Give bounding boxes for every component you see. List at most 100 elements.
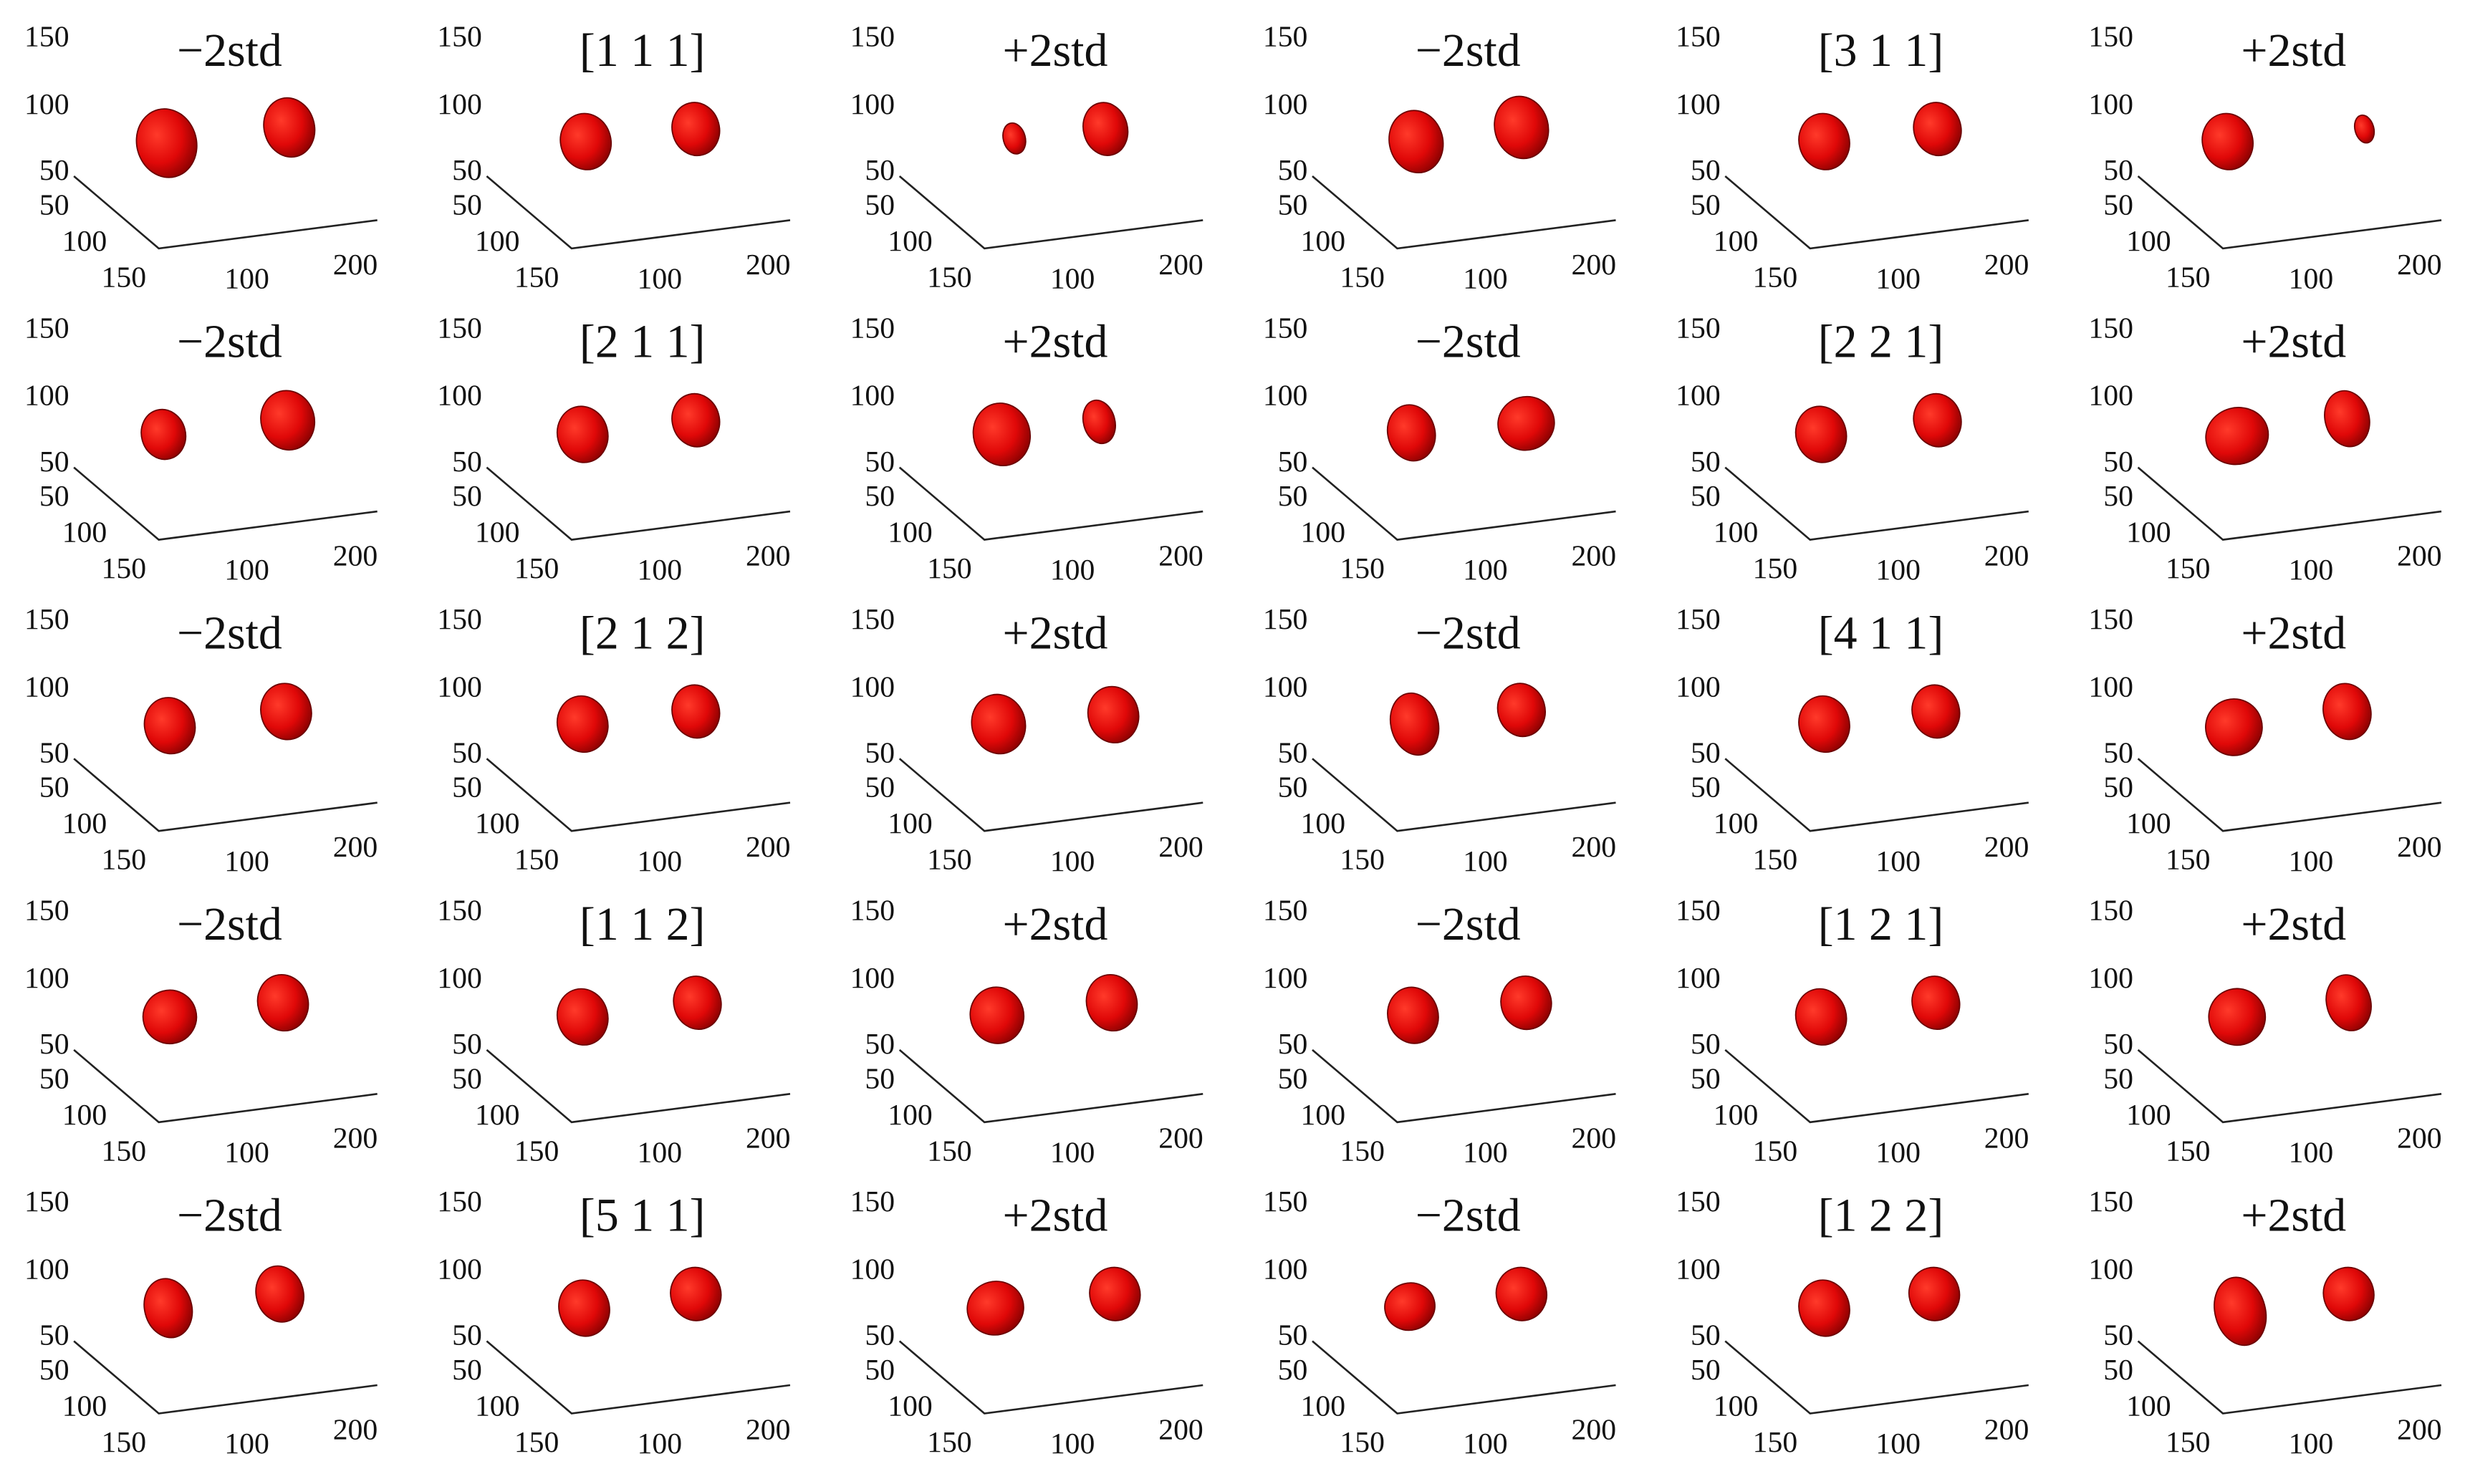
surface-blob: [2324, 390, 2370, 448]
y-tick-label: 50: [1691, 1354, 1721, 1387]
z-tick-label: 150: [2088, 1185, 2133, 1218]
axis-line: [1312, 758, 1616, 832]
surface-blob: [1089, 1266, 1141, 1321]
z-tick-label: 150: [850, 1185, 895, 1218]
z-tick-label: 150: [1263, 312, 1308, 344]
panel-title: −2std: [1416, 607, 1521, 659]
x-tick-label: 100: [1050, 554, 1095, 587]
z-tick-label: 150: [850, 603, 895, 636]
surface-blob: [1500, 975, 1552, 1031]
y-tick-label: 50: [39, 1354, 69, 1387]
z-tick-label: 50: [865, 736, 895, 769]
z-tick-label: 100: [850, 962, 895, 995]
x-tick-label: 100: [1050, 1137, 1095, 1170]
x-tick-label: 100: [2289, 845, 2334, 878]
y-tick-label: 50: [865, 1354, 895, 1387]
panel-title: +2std: [1003, 24, 1108, 77]
surface-blob: [556, 695, 609, 753]
panel-title: [2 1 1]: [580, 316, 706, 368]
axis-line: [486, 175, 791, 250]
axis-line: [2137, 758, 2442, 832]
x-tick-label: 200: [1158, 831, 1203, 864]
axis-line: [898, 466, 1203, 541]
surface-blob: [1386, 404, 1436, 462]
z-tick-label: 50: [452, 1028, 482, 1061]
panel-title: [1 2 1]: [1818, 898, 1944, 950]
x-tick-label: 200: [333, 1122, 378, 1155]
axis-line: [73, 175, 378, 250]
surface-blob: [1082, 102, 1129, 156]
z-tick-label: 50: [39, 445, 69, 478]
z-tick-label: 100: [850, 88, 895, 121]
x-tick-label: 100: [1050, 845, 1095, 878]
axis-line: [2137, 1340, 2442, 1415]
surface-blob: [143, 697, 196, 755]
z-tick-label: 100: [1263, 1253, 1308, 1286]
z-tick-label: 50: [865, 445, 895, 478]
x-tick-label: 100: [2289, 554, 2334, 587]
y-tick-label: 150: [514, 261, 559, 294]
z-tick-label: 50: [2103, 445, 2133, 478]
surface-blob: [969, 986, 1025, 1044]
x-tick-label: 200: [333, 539, 378, 572]
x-tick-label: 100: [638, 1137, 683, 1170]
y-tick-label: 100: [1714, 516, 1759, 549]
surface-blob: [260, 683, 312, 741]
z-tick-label: 100: [24, 1253, 69, 1286]
z-tick-label: 100: [1676, 670, 1721, 703]
z-tick-label: 100: [24, 962, 69, 995]
y-tick-label: 50: [1278, 480, 1308, 513]
x-tick-label: 200: [1158, 1122, 1203, 1155]
y-tick-label: 50: [39, 480, 69, 513]
surface-blob: [2208, 988, 2267, 1046]
panel-title: +2std: [2241, 316, 2346, 368]
surface-blob: [670, 1266, 722, 1321]
y-tick-label: 100: [2126, 516, 2171, 549]
panel-title: [1 1 1]: [580, 24, 706, 77]
z-tick-label: 100: [850, 670, 895, 703]
x-tick-label: 200: [2397, 539, 2442, 572]
z-tick-label: 100: [850, 380, 895, 413]
x-tick-label: 100: [1463, 263, 1508, 296]
panel-title: +2std: [2241, 898, 2346, 950]
axis-line: [486, 466, 791, 541]
y-tick-label: 100: [888, 516, 933, 549]
z-tick-label: 100: [2088, 1253, 2133, 1286]
z-tick-label: 150: [2088, 895, 2133, 928]
axis-line: [1724, 466, 2029, 541]
surface-blob: [1082, 399, 1116, 445]
y-tick-label: 100: [475, 516, 520, 549]
z-tick-label: 150: [24, 895, 69, 928]
y-tick-label: 50: [1691, 771, 1721, 804]
x-tick-label: 200: [746, 1122, 791, 1155]
z-tick-label: 150: [850, 312, 895, 344]
x-tick-label: 200: [1158, 1413, 1203, 1446]
z-tick-label: 100: [1676, 380, 1721, 413]
y-tick-label: 150: [1753, 552, 1798, 585]
z-tick-label: 150: [850, 895, 895, 928]
z-tick-label: 50: [2103, 154, 2133, 187]
z-tick-label: 100: [2088, 670, 2133, 703]
y-tick-label: 50: [2103, 1354, 2133, 1387]
surface-blob: [1794, 988, 1847, 1046]
y-tick-label: 50: [865, 1062, 895, 1095]
y-tick-label: 150: [927, 844, 972, 877]
y-tick-label: 100: [888, 1389, 933, 1422]
panel-title: [5 1 1]: [580, 1190, 706, 1242]
z-tick-label: 50: [2103, 1028, 2133, 1061]
axis-line: [898, 1049, 1203, 1124]
x-tick-label: 100: [1875, 554, 1921, 587]
surface-blob: [556, 405, 609, 463]
surface-blob: [135, 108, 198, 178]
y-tick-label: 50: [39, 771, 69, 804]
x-tick-label: 100: [224, 845, 269, 878]
